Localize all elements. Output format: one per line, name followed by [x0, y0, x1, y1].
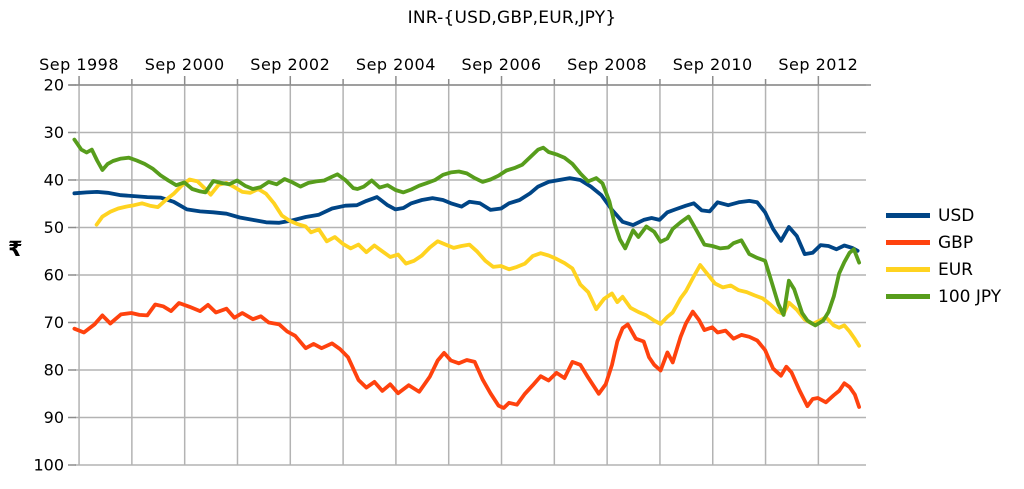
y-axis-label: 20: [44, 76, 64, 95]
x-axis-label: Sep 2008: [567, 55, 647, 74]
legend-swatch-gbp: [886, 240, 930, 245]
legend-swatch-eur: [886, 267, 930, 272]
x-axis-label: Sep 2012: [778, 55, 858, 74]
legend-label: EUR: [938, 259, 973, 280]
y-axis-label: 50: [44, 218, 64, 237]
y-axis-label: 80: [44, 361, 64, 380]
x-axis-label: Sep 2004: [356, 55, 436, 74]
axes: [68, 76, 871, 466]
legend-label: 100 JPY: [938, 286, 1002, 307]
legend-item-gbp: GBP: [886, 229, 1001, 256]
series-line-gbp: [72, 301, 861, 410]
x-axis-label: Sep 2006: [462, 55, 542, 74]
legend-item-100-jpy: 100 JPY: [886, 283, 1001, 310]
legend-item-usd: USD: [886, 202, 1001, 229]
legend-label: USD: [938, 205, 975, 226]
legend-swatch-100-jpy: [886, 294, 930, 299]
y-axis-label: 100: [33, 456, 64, 475]
y-axis-label: 40: [44, 171, 64, 190]
x-axis-labels: Sep 1998 Sep 2000 Sep 2002 Sep 2004 Sep 2006…: [39, 55, 858, 74]
legend-swatch-usd: [886, 213, 930, 218]
x-axis-label: Sep 2002: [250, 55, 330, 74]
y-axis-label: 90: [44, 408, 64, 427]
legend-item-eur: EUR: [886, 256, 1001, 283]
x-axis-label: Sep 2010: [673, 55, 753, 74]
series-line-100-jpy: [72, 137, 861, 328]
legend: USD GBP EUR 100 JPY: [886, 202, 1001, 310]
gridlines: [75, 84, 866, 466]
x-axis-label: Sep 2000: [145, 55, 225, 74]
y-axis-label: 70: [44, 313, 64, 332]
series-line-usd: [72, 176, 860, 257]
y-axis-label: 30: [44, 123, 64, 142]
legend-label: GBP: [938, 232, 974, 253]
y-axis-title-rupee: ₹: [8, 237, 23, 261]
x-axis-label: Sep 1998: [39, 55, 119, 74]
y-axis-labels: 20 30 40 50 60 70 80 90 100: [33, 76, 64, 475]
y-axis-label: 60: [44, 266, 64, 285]
chart-title: INR-{USD,GBP,EUR,JPY}: [407, 8, 617, 28]
